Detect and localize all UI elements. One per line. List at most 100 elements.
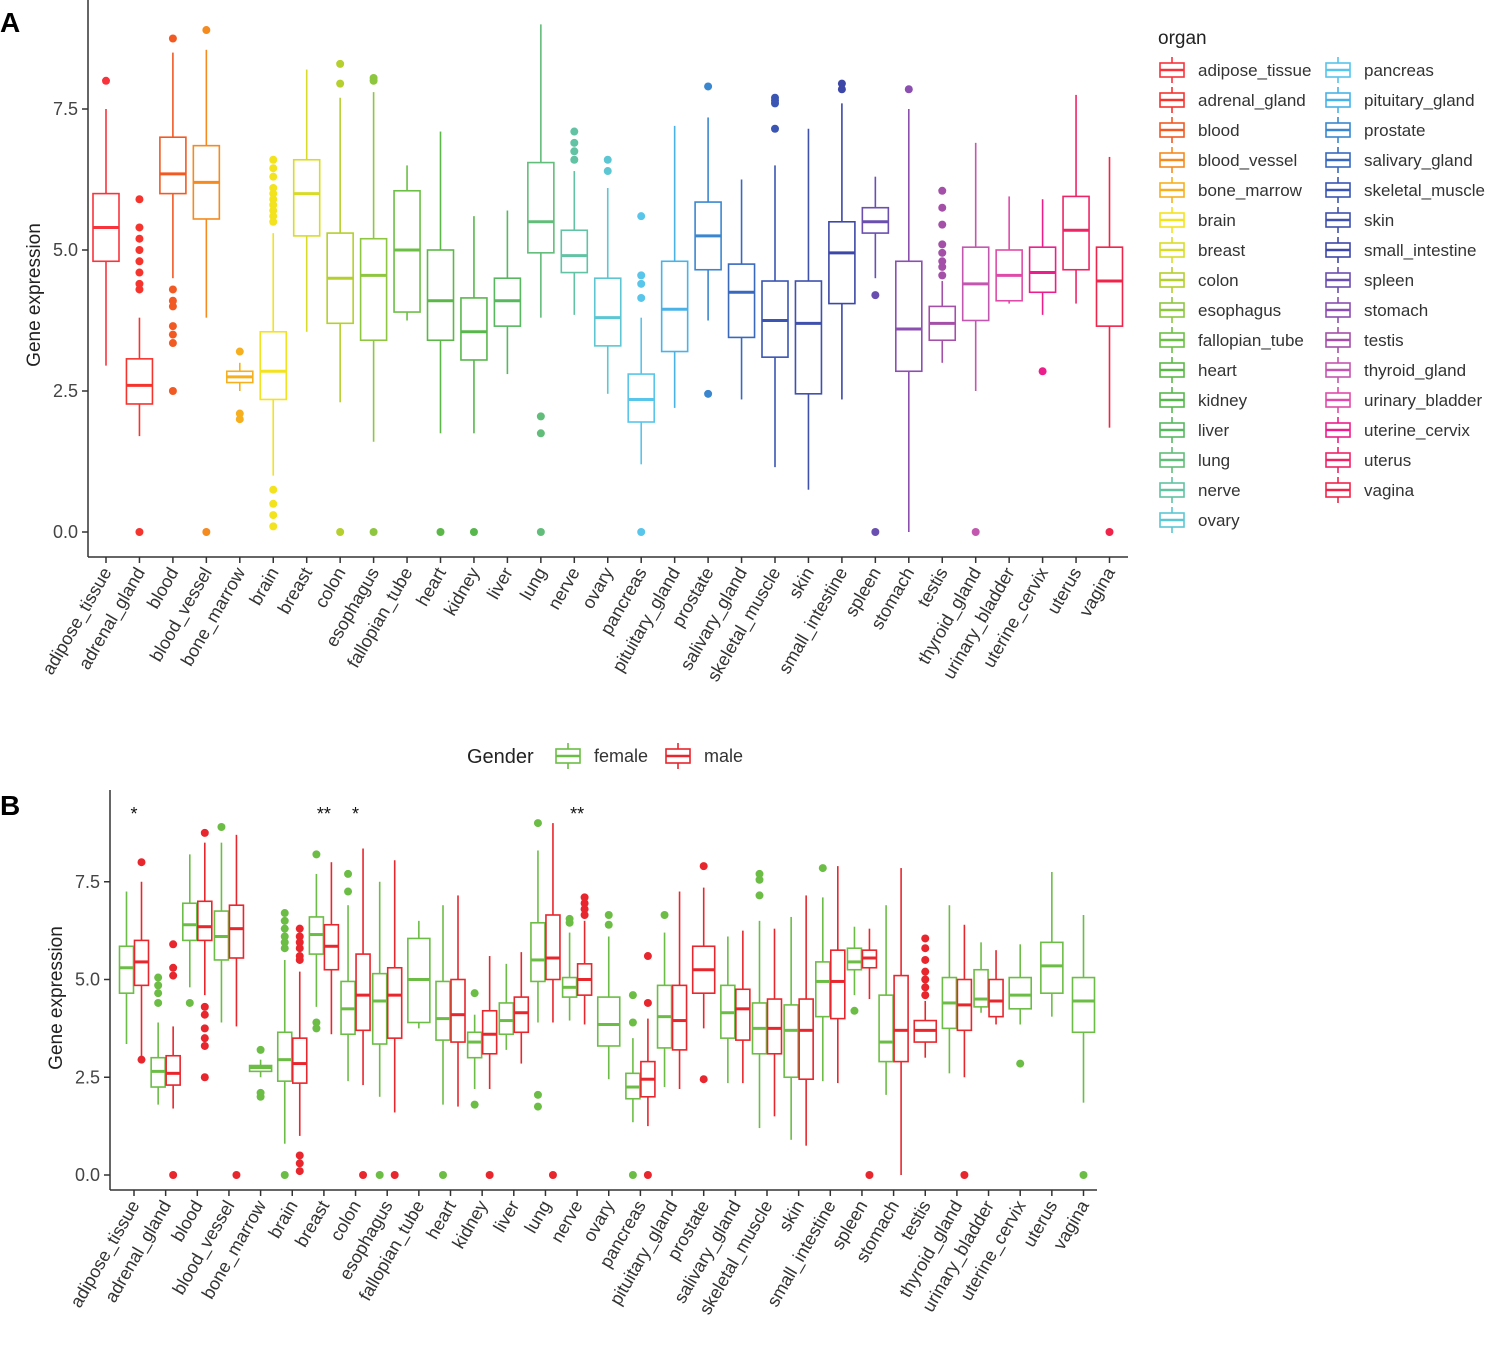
legend-item-breast: breast [1159,237,1246,263]
female-box-pancreas-outlier [628,1018,637,1027]
legend-item-skeletal_muscle: skeletal_muscle [1325,177,1485,203]
male-box-testis-outlier [921,975,930,984]
legend-item-bone_marrow: bone_marrow [1159,177,1303,203]
box-brain-outlier [269,155,278,164]
legend-label: testis [1364,331,1404,350]
box-brain-outlier [269,164,278,173]
female-box-heart-outlier [439,1171,447,1179]
female-box-pancreas-outlier [628,1171,637,1179]
box-vagina-outlier [1105,528,1114,536]
significance-colon: * [352,804,359,824]
legend-item-brain: brain [1159,207,1236,233]
box-adrenal_gland-outlier [135,279,144,288]
female-box-esophagus-box [371,972,388,1045]
male-box-adrenal_gland-outlier [169,971,178,980]
box-skin [794,128,823,490]
box-uterine_cervix [1028,199,1057,376]
legend-item-fallopian_tube: fallopian_tube [1159,327,1304,353]
legend-item-uterus: uterus [1325,447,1411,473]
box-skeletal_muscle-outlier [771,124,779,133]
box-spleen-outlier [871,528,880,536]
male-box-nerve-outlier [580,893,589,902]
male-box-kidney-outlier [485,1171,494,1179]
box-blood [159,34,187,395]
box-small_intestine-box [828,221,856,305]
box-adrenal_gland-box [125,358,154,405]
female-box-pituitary_gland-outlier [660,910,669,919]
legend-item-thyroid_gland: thyroid_gland [1325,357,1466,383]
legend-label: prostate [1364,121,1425,140]
female-box-pancreas-outlier [628,991,637,1000]
significance-nerve: ** [570,804,584,824]
box-testis-outlier [938,220,947,229]
legend-item-blood: blood [1159,117,1240,143]
box-group-blood_vessel [213,823,245,1179]
female-box-adrenal_gland-outlier [154,981,163,990]
x-tick-label-nerve: nerve [547,1197,587,1246]
female-box-skin-box [783,1004,799,1079]
male-box-pancreas-outlier [643,952,652,961]
female-box-breast-outlier [312,1018,321,1027]
legend-item-vagina: vagina [1325,477,1415,503]
male-box-adrenal_gland-outlier [169,1171,178,1179]
legend-label: spleen [1364,271,1414,290]
box-group-esophagus [371,860,403,1179]
box-group-prostate [691,862,716,1084]
box-skin-box [794,280,823,395]
box-small_intestine-outlier [837,79,846,88]
box-group-blood [182,828,213,1082]
male-box-brain-box [291,1037,308,1084]
male-box-salivary_gland-box [735,988,751,1041]
male-box-blood-box [197,900,213,942]
box-blood-outlier [168,387,177,395]
male-box-skin-box [798,998,814,1081]
female-box-brain-outlier [280,916,289,925]
box-lung-outlier [536,412,545,421]
legend-label: bone_marrow [1198,181,1303,200]
legend-label: heart [1198,361,1237,380]
box-kidney-outlier [469,528,478,536]
chart-b: Gender female male Gene expression 0.0 2.5… [46,743,1097,1318]
female-box-small_intestine-outlier [818,864,827,873]
box-group-pituitary_gland [656,891,688,1089]
box-pancreas-outlier [637,271,646,280]
box-nerve [560,127,589,315]
box-adipose_tissue [92,76,120,366]
male-box-testis-outlier [921,934,930,943]
box-blood-outlier [168,339,177,348]
box-skeletal_muscle-outlier [771,99,779,108]
female-box-urinary_bladder-box [973,968,989,1008]
chart-a: Gene expression 0.0 2.5 5.0 7.5 adipose_tis… [24,0,1485,685]
box-blood_vessel [192,26,221,536]
legend-item-blood_vessel: blood_vessel [1159,147,1297,173]
female-box-colon-outlier [344,887,353,896]
female-box-adrenal_gland-outlier [154,973,163,982]
y-tick-label: 2.5 [53,381,78,401]
box-group-brain [276,909,308,1179]
male-box-adipose_tissue-outlier [137,1055,146,1064]
box-adrenal_gland-outlier [135,246,144,254]
female-box-stomach-box [878,994,894,1063]
female-box-lung-box [530,922,546,983]
box-group-liver [498,952,530,1064]
box-blood-outlier [168,296,177,305]
female-box-adrenal_gland-outlier [154,989,163,998]
box-esophagus [359,73,388,536]
box-pituitary_gland-box [660,260,689,353]
male-box-brain-outlier [295,1167,304,1176]
box-blood_vessel-outlier [202,26,211,35]
male-box-brain-outlier [295,944,304,953]
significance-breast: ** [317,804,331,824]
box-nerve-box [560,229,589,274]
legend-label: female [594,746,648,766]
box-testis-outlier [938,271,947,280]
male-box-colon-outlier [359,1171,368,1179]
male-box-skeletal_muscle-box [766,998,783,1055]
legend-item-small_intestine: small_intestine [1325,237,1476,263]
legend-item-uterine_cervix: uterine_cervix [1325,417,1470,443]
box-group-thyroid_gland [941,905,973,1179]
legend-label: urinary_bladder [1364,391,1482,410]
legend-label: blood [1198,121,1240,140]
box-bone_marrow-outlier [235,409,244,418]
legend-label: blood_vessel [1198,151,1297,170]
